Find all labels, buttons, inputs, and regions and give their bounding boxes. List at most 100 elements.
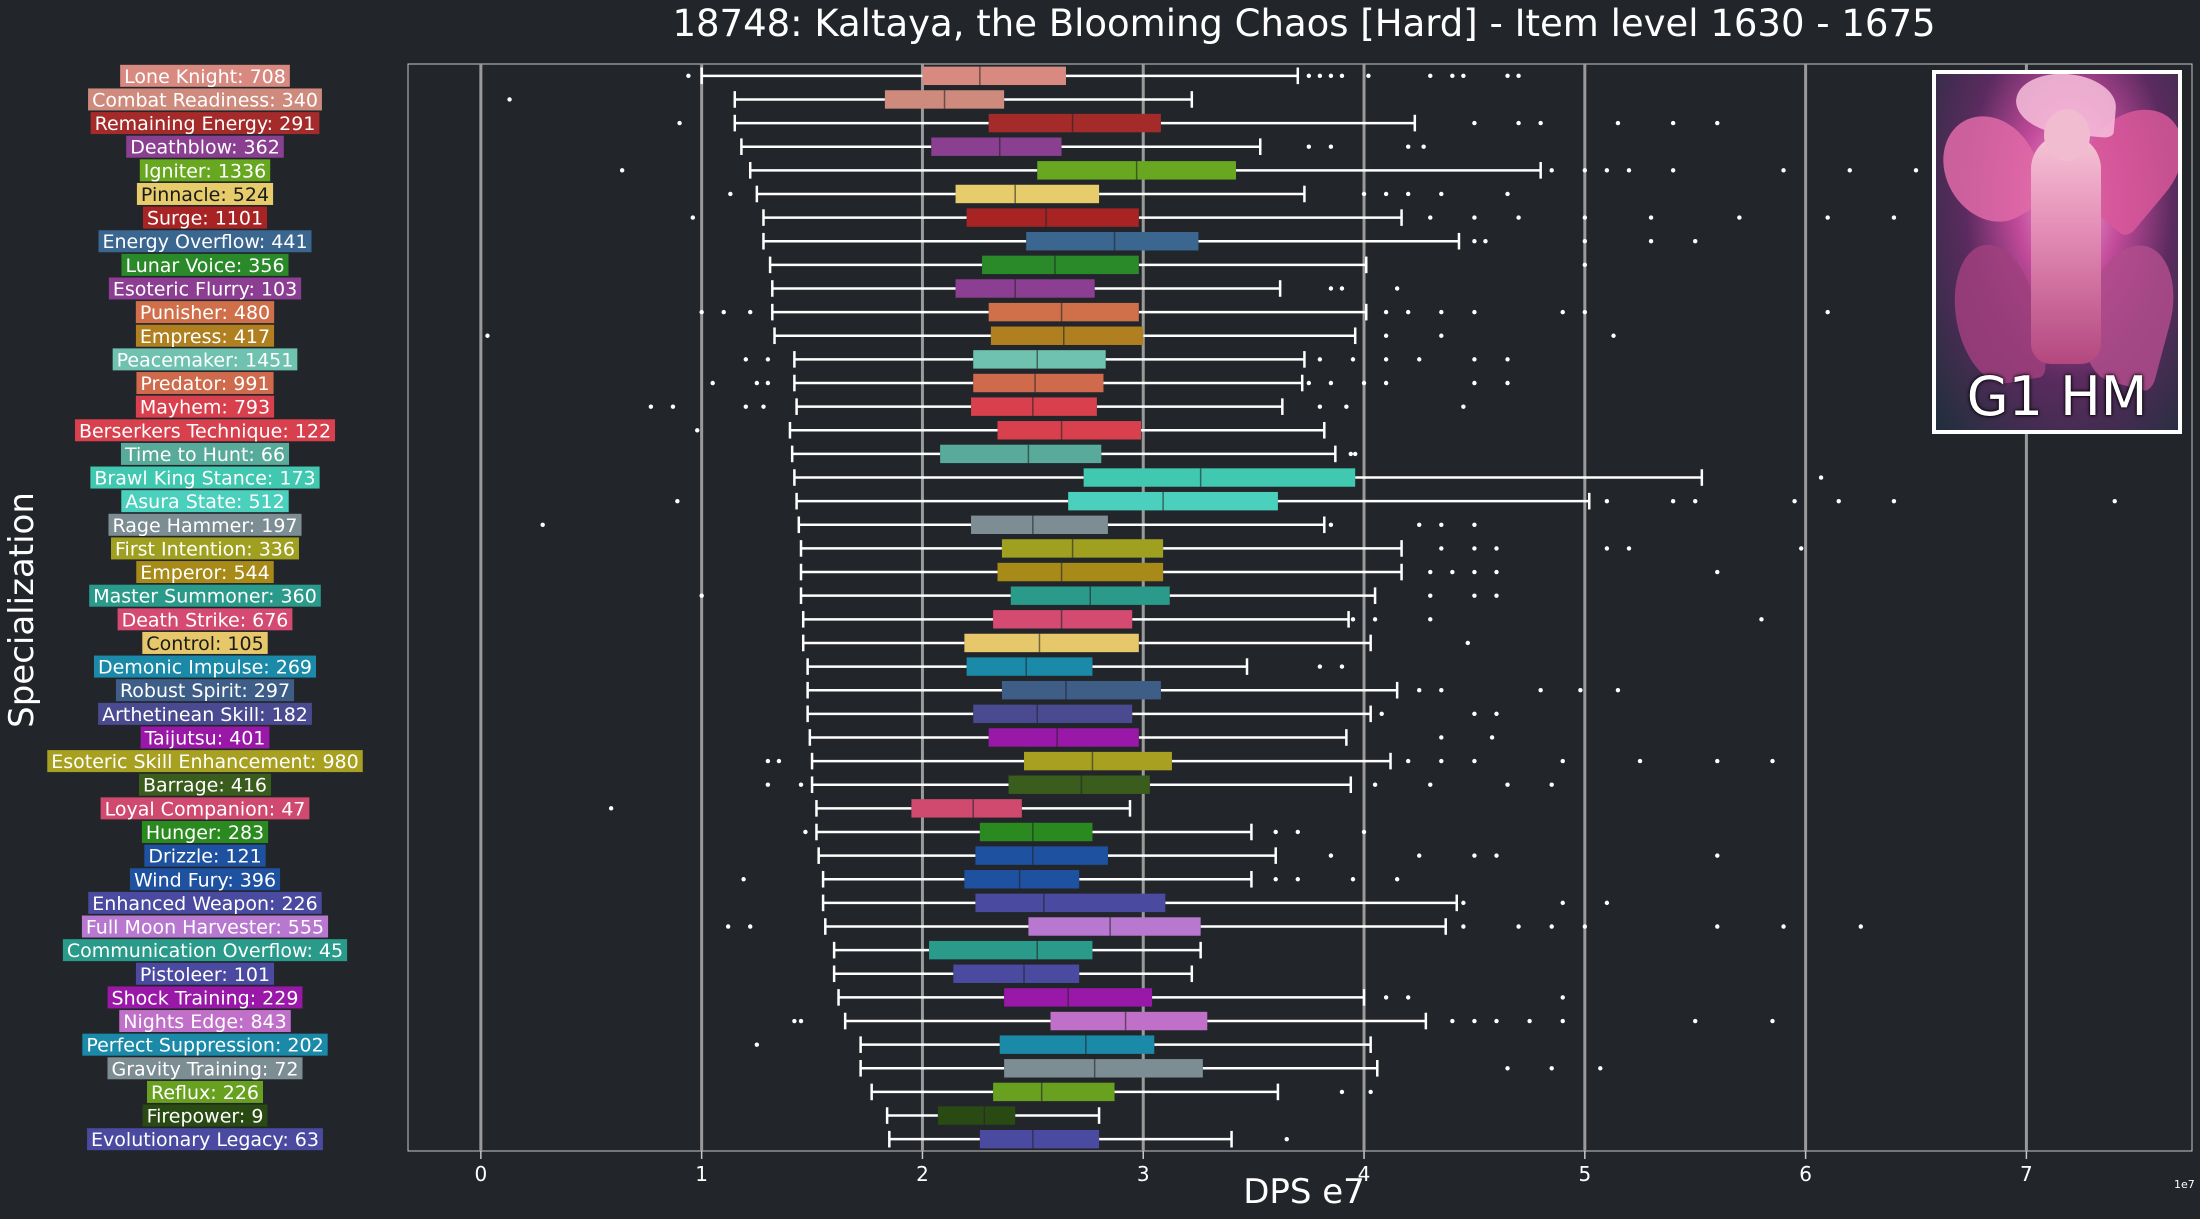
y-tick-label-background bbox=[147, 1080, 263, 1103]
outlier-point bbox=[1670, 120, 1676, 126]
outlier-point bbox=[1472, 546, 1477, 551]
outlier-point bbox=[1405, 309, 1411, 315]
box-iqr bbox=[1050, 1011, 1208, 1031]
outlier-point bbox=[1428, 782, 1433, 787]
outlier-point bbox=[1295, 829, 1300, 835]
outlier-point bbox=[1383, 380, 1389, 386]
box-row: Nights Edge: 843 bbox=[119, 1010, 1775, 1033]
box-row: Punisher: 480 bbox=[135, 301, 1830, 324]
outlier-point bbox=[1317, 357, 1323, 362]
outlier-point bbox=[1770, 1018, 1775, 1024]
outlier-point bbox=[1847, 168, 1852, 173]
outlier-point bbox=[1472, 758, 1477, 764]
y-tick-label: Reflux: 226 bbox=[151, 1082, 259, 1104]
box-row: Communication Overflow: 45 bbox=[62, 939, 1202, 962]
y-tick-label-background bbox=[142, 631, 268, 654]
outlier-point bbox=[1505, 1066, 1510, 1071]
box-row: Shock Training: 229 bbox=[107, 986, 1565, 1009]
y-tick-label-background bbox=[117, 608, 293, 631]
y-tick-label-background bbox=[107, 1057, 303, 1080]
box-iqr bbox=[931, 137, 1062, 156]
box-row: Peacemaker: 1451 bbox=[112, 348, 1510, 371]
outlier-point bbox=[1439, 546, 1444, 551]
x-tick-label: 3 bbox=[1137, 1162, 1150, 1186]
outlier-point bbox=[1604, 168, 1610, 173]
outlier-point bbox=[725, 924, 731, 929]
outlier-point bbox=[1439, 758, 1444, 764]
outlier-point bbox=[1913, 168, 1919, 173]
outlier-point bbox=[1737, 215, 1742, 220]
box-iqr bbox=[993, 1082, 1115, 1102]
outlier-point bbox=[1284, 1136, 1289, 1142]
outlier-point bbox=[1472, 215, 1477, 220]
outlier-point bbox=[1361, 380, 1367, 386]
y-tick-label: Igniter: 1336 bbox=[144, 160, 266, 182]
box-iqr bbox=[993, 610, 1133, 629]
outlier-point bbox=[1417, 357, 1422, 362]
box-row: Mayhem: 793 bbox=[135, 395, 1466, 419]
outlier-point bbox=[1472, 309, 1477, 315]
outlier-point bbox=[1472, 239, 1477, 244]
y-tick-label: Peacemaker: 1451 bbox=[117, 349, 294, 371]
y-tick-label: Surge: 1101 bbox=[147, 208, 263, 230]
outlier-point bbox=[1383, 191, 1389, 197]
boss-portrait: G1 HM bbox=[1932, 70, 2182, 434]
box-row: Igniter: 1336 bbox=[139, 159, 1919, 182]
y-tick-label-background bbox=[87, 1128, 323, 1151]
y-tick-label: Barrage: 416 bbox=[143, 775, 267, 797]
outlier-point bbox=[1516, 73, 1521, 79]
outlier-point bbox=[1505, 73, 1510, 79]
y-tick-label-background bbox=[115, 679, 295, 702]
box-row: Full Moon Harvester: 555 bbox=[81, 915, 1864, 939]
y-tick-label: Predator: 991 bbox=[140, 373, 269, 395]
outlier-point bbox=[1472, 357, 1477, 362]
y-tick-label-background bbox=[88, 88, 322, 111]
y-tick-label: Combat Readiness: 340 bbox=[92, 89, 318, 111]
outlier-point bbox=[1648, 215, 1654, 220]
outlier-point bbox=[748, 309, 753, 315]
outlier-point bbox=[1417, 522, 1422, 527]
box-iqr bbox=[1083, 468, 1356, 487]
outlier-point bbox=[1626, 546, 1632, 551]
outlier-point bbox=[1328, 853, 1334, 858]
outlier-point bbox=[1560, 309, 1565, 315]
outlier-point bbox=[1494, 853, 1499, 858]
y-tick-label: Demonic Impulse: 269 bbox=[98, 657, 312, 679]
box-row: Empress: 417 bbox=[135, 324, 1616, 348]
outlier-point bbox=[1383, 309, 1389, 315]
outlier-point bbox=[1582, 168, 1588, 173]
outlier-point bbox=[1273, 877, 1278, 882]
outlier-point bbox=[1344, 404, 1349, 409]
outlier-point bbox=[1428, 617, 1433, 622]
y-tick-label: Wind Fury: 396 bbox=[134, 869, 276, 891]
box-row: Reflux: 226 bbox=[147, 1080, 1373, 1104]
box-row: Barrage: 416 bbox=[138, 773, 1554, 797]
y-tick-label: Emperor: 544 bbox=[140, 562, 269, 584]
outlier-point bbox=[1405, 144, 1411, 149]
y-tick-label-background bbox=[107, 986, 303, 1009]
y-tick-label-background bbox=[89, 584, 321, 607]
outlier-point bbox=[1439, 688, 1444, 693]
outlier-point bbox=[1428, 215, 1433, 220]
y-tick-label-background bbox=[98, 230, 312, 253]
box-iqr bbox=[1001, 680, 1161, 700]
y-tick-label: Rage Hammer: 197 bbox=[112, 515, 297, 537]
box-iqr bbox=[940, 444, 1102, 464]
outlier-point bbox=[1439, 735, 1444, 740]
box-row: Time to Hunt: 66 bbox=[120, 442, 1358, 466]
outlier-point bbox=[2112, 498, 2117, 504]
box-row: Master Summoner: 360 bbox=[89, 584, 1499, 608]
outlier-point bbox=[728, 191, 733, 197]
outlier-point bbox=[1549, 924, 1554, 929]
box-row: Loyal Companion: 47 bbox=[100, 797, 1132, 820]
box-row: Surge: 1101 bbox=[142, 206, 1897, 230]
y-tick-label: Master Summoner: 360 bbox=[93, 586, 317, 608]
y-tick-label: Taijutsu: 401 bbox=[144, 727, 266, 749]
outlier-point bbox=[754, 380, 760, 386]
outlier-point bbox=[798, 782, 804, 787]
outlier-point bbox=[1317, 404, 1323, 409]
y-tick-label: Pistoleer: 101 bbox=[140, 964, 270, 986]
outlier-point bbox=[1836, 498, 1841, 504]
outlier-point bbox=[1328, 144, 1334, 149]
